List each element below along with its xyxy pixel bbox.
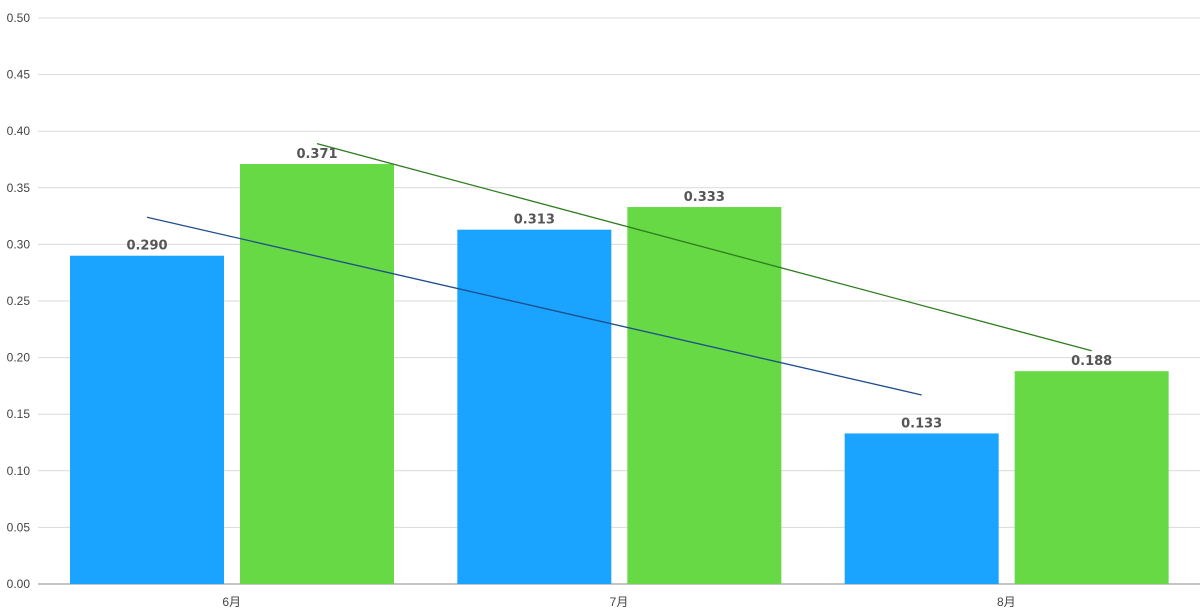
- x-tick-label: 6月: [222, 595, 241, 609]
- data-label: 0.371: [296, 147, 337, 162]
- bar: [1014, 371, 1169, 584]
- bar: [844, 433, 999, 584]
- bar: [240, 164, 394, 584]
- y-tick-label: 0.15: [7, 407, 31, 421]
- trendlines: [146, 143, 1092, 396]
- y-tick-label: 0.50: [7, 11, 31, 25]
- data-label: 0.333: [684, 190, 725, 205]
- y-tick-label: 0.20: [7, 351, 31, 365]
- y-tick-label: 0.10: [7, 464, 31, 478]
- x-tick-label: 7月: [610, 595, 629, 609]
- y-tick-label: 0.00: [7, 577, 31, 591]
- trendline: [146, 216, 922, 396]
- y-tick-label: 0.35: [7, 181, 31, 195]
- y-tick-label: 0.45: [7, 68, 31, 82]
- data-label: 0.313: [514, 213, 555, 228]
- bars: [70, 164, 1169, 584]
- data-label: 0.133: [901, 416, 942, 431]
- bar: [457, 229, 612, 584]
- grid-lines: [38, 17, 1200, 585]
- y-tick-label: 0.40: [7, 124, 31, 138]
- y-tick-label: 0.25: [7, 294, 31, 308]
- x-axis: 6月 7月 8月: [222, 595, 1015, 609]
- y-axis: 0.00 0.05 0.10 0.15 0.20 0.25 0.30 0.35 0.40 0.45…: [7, 11, 31, 591]
- data-label: 0.188: [1071, 354, 1112, 369]
- x-tick-label: 8月: [997, 595, 1016, 609]
- bar: [70, 255, 224, 584]
- trendline: [316, 143, 1092, 352]
- bar: [627, 207, 782, 584]
- data-labels: 0.290 0.313 0.133 0.371 0.333 0.188: [126, 147, 1112, 431]
- y-tick-label: 0.30: [7, 237, 31, 251]
- y-tick-label: 0.05: [7, 520, 31, 534]
- data-label: 0.290: [126, 239, 167, 254]
